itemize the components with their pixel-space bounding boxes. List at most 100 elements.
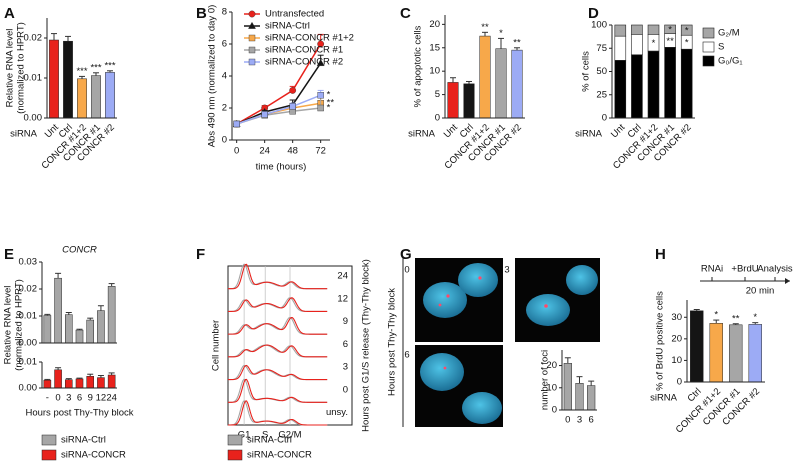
flow-curve — [227, 364, 328, 381]
legend-label: siRNA-CONCR #1+2 — [265, 33, 354, 44]
x-tick-label: 6 — [77, 393, 82, 404]
significance: * — [499, 28, 503, 39]
bar — [563, 363, 572, 411]
timeline-step: +BrdU — [731, 264, 758, 275]
significance: * — [753, 312, 757, 323]
y-axis-label: (normalized to HPRT) — [14, 279, 25, 371]
legend-swatch — [702, 55, 715, 67]
significance: * — [668, 25, 672, 36]
y-tick-label: 0.03 — [19, 257, 38, 268]
significance: * — [714, 310, 718, 321]
legend-label: siRNA-CONCR — [247, 450, 312, 461]
y-axis-label: Cell number — [211, 320, 222, 371]
panel-label: C — [400, 5, 411, 22]
bar — [463, 83, 475, 119]
bar — [690, 310, 704, 383]
significance: *** — [90, 62, 101, 73]
bar — [75, 378, 84, 389]
significance: *** — [76, 66, 87, 77]
nucleus — [458, 263, 498, 297]
bar-segment — [664, 24, 676, 34]
y-axis-label: Relative RNA level — [5, 29, 16, 108]
y-axis-label: Hours post Thy-Thy block — [387, 288, 398, 396]
x-axis-label: siRNA — [10, 129, 38, 140]
flow-curve — [227, 344, 328, 358]
y-tick-label: 10 — [429, 66, 440, 77]
point — [289, 103, 296, 110]
significance: * — [685, 38, 689, 49]
legend-label: G₀/G₁ — [718, 56, 743, 67]
y-tick-label: 10 — [671, 355, 682, 366]
x-tick-label: - — [46, 393, 49, 404]
flow-curve — [227, 378, 328, 403]
focus — [438, 303, 442, 307]
bar-segment — [614, 60, 627, 119]
point — [317, 91, 324, 99]
y-tick-label: 0.02 — [19, 284, 38, 295]
y-tick-label: 0 — [552, 405, 557, 416]
legend-label: siRNA-Ctrl — [61, 435, 106, 446]
y-axis-label: % of apoptotic cells — [413, 25, 424, 107]
bar — [77, 78, 87, 119]
legend-label: siRNA-Ctrl — [247, 435, 292, 446]
y2-axis-label: Hours post G1/S release (Thy-Thy block) — [361, 259, 372, 432]
panel-label: F — [196, 246, 205, 263]
y-tick-label: 0 — [222, 135, 227, 146]
bar-segment — [631, 54, 643, 119]
y-tick-label: 0 — [677, 377, 682, 388]
y-tick-label: 75 — [596, 43, 607, 54]
y-axis-label: number of foci — [540, 350, 551, 410]
timeline-interval: 20 min — [746, 286, 775, 297]
flow-curve — [227, 263, 328, 290]
significance: * — [327, 103, 331, 114]
y-tick-label: 6 — [222, 39, 227, 50]
x-tick-label: 3 — [577, 415, 582, 426]
panel-label: E — [4, 246, 14, 263]
bar-segment — [647, 24, 660, 35]
bar — [91, 75, 101, 119]
significance: ** — [513, 37, 521, 48]
x-tick-label: 12 — [96, 393, 107, 404]
bar-segment — [614, 24, 627, 37]
flow-curve — [227, 399, 328, 426]
x-tick-label: 0 — [565, 415, 570, 426]
legend-label: siRNA-CONCR #2 — [265, 57, 343, 68]
bar-segment — [664, 47, 676, 119]
legend-label: siRNA-Ctrl — [265, 21, 310, 32]
y-tick-label: 20 — [546, 360, 557, 371]
y-tick-label: 0 — [435, 113, 440, 124]
bar — [729, 324, 743, 383]
x-tick-label: 9 — [88, 393, 93, 404]
point — [317, 40, 325, 48]
y-axis-label: Relative RNA level — [3, 286, 14, 365]
significance: * — [652, 38, 656, 49]
legend-label: Untransfected — [265, 9, 324, 20]
x-tick-label: G2/M — [278, 430, 301, 441]
point — [316, 58, 325, 66]
legend-marker — [248, 46, 256, 54]
bar — [65, 314, 73, 344]
significance: * — [685, 26, 689, 37]
bar — [447, 82, 459, 119]
y-tick-label: 4 — [222, 71, 227, 82]
bar-segment — [680, 24, 693, 36]
point — [317, 104, 324, 112]
y-tick-label: 20 — [671, 333, 682, 344]
significance: ** — [481, 22, 489, 33]
point — [261, 111, 268, 118]
tile-label: 0 — [404, 265, 409, 276]
bar — [587, 385, 596, 411]
x-tick-label: Unt — [442, 122, 460, 140]
row-label: unsy. — [326, 407, 348, 418]
flow-curve — [227, 316, 328, 335]
y-tick-label: 0.02 — [24, 33, 43, 44]
legend-swatch — [702, 41, 715, 53]
bar — [54, 369, 62, 389]
y-tick-label: 30 — [671, 312, 682, 323]
y-tick-label: 0.00 — [24, 113, 43, 124]
panel-label: B — [196, 5, 207, 22]
point — [289, 87, 297, 94]
bar-segment — [631, 24, 643, 35]
bar — [107, 286, 116, 344]
